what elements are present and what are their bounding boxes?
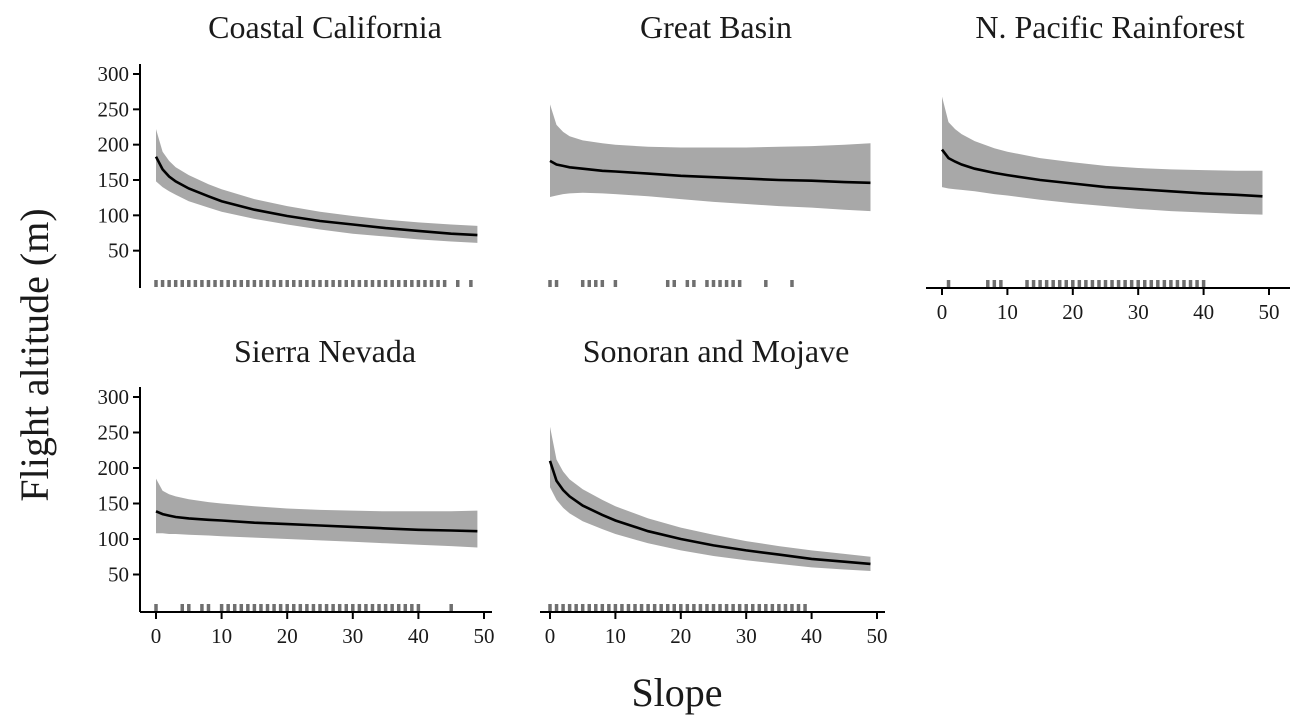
panel-2: Great Basin (548, 9, 871, 287)
x-tick-label: 20 (670, 624, 691, 648)
x-tick-label: 30 (1128, 300, 1149, 324)
y-tick-label: 150 (98, 168, 130, 192)
confidence-band (942, 96, 1263, 215)
y-tick-label: 300 (98, 385, 130, 409)
panel-title: Sierra Nevada (234, 333, 416, 369)
y-tick-label: 250 (98, 421, 130, 445)
fit-line (940, 148, 1263, 198)
x-tick-label: 0 (151, 624, 162, 648)
fit-line (549, 159, 871, 185)
x-tick-label: 30 (736, 624, 757, 648)
x-tick-label: 10 (211, 624, 232, 648)
y-tick-label: 50 (108, 239, 129, 263)
y-tick-label: 300 (98, 62, 130, 86)
confidence-band (550, 104, 871, 212)
x-tick-label: 20 (277, 624, 298, 648)
x-tick-label: 10 (605, 624, 626, 648)
y-tick-label: 150 (98, 492, 130, 516)
y-tick-label: 100 (98, 203, 130, 227)
x-axis-title: Slope (631, 670, 722, 715)
panel-1: Coastal California 50 100 150 200 250 300 (98, 9, 478, 288)
panel-4: Sierra Nevada 50 100 150 200 250 300 0 10 20 30 40 5… (98, 333, 495, 648)
fit-line (155, 510, 478, 533)
x-tick-label: 20 (1062, 300, 1083, 324)
confidence-band (156, 478, 478, 548)
confidence-band (156, 129, 478, 243)
panel-3: N. Pacific Rainforest 0 10 20 30 40 50 (926, 9, 1290, 324)
panel-title: Sonoran and Mojave (583, 333, 850, 369)
panel-title: Great Basin (640, 9, 792, 45)
x-tick-label: 40 (1193, 300, 1214, 324)
x-tick-label: 50 (867, 624, 888, 648)
x-tick-label: 30 (342, 624, 363, 648)
confidence-band (550, 426, 871, 571)
x-tick-label: 0 (545, 624, 556, 648)
x-tick-label: 40 (408, 624, 429, 648)
y-tick-label: 200 (98, 133, 130, 157)
panel-title: Coastal California (208, 9, 442, 45)
y-axis-title: Flight altitude (m) (12, 208, 57, 501)
x-tick-label: 50 (474, 624, 495, 648)
x-tick-label: 10 (997, 300, 1018, 324)
y-tick-label: 100 (98, 527, 130, 551)
y-tick-label: 200 (98, 456, 130, 480)
panel-5: Sonoran and Mojave 0 10 20 30 40 50 (540, 333, 888, 648)
x-tick-label: 40 (801, 624, 822, 648)
x-tick-label: 50 (1259, 300, 1280, 324)
fit-line (548, 460, 871, 566)
x-tick-label: 0 (937, 300, 948, 324)
chart-panels: Coastal California50100150200250300Great… (98, 9, 1290, 648)
y-tick-label: 50 (108, 563, 129, 587)
fit-line (154, 156, 478, 237)
panel-title: N. Pacific Rainforest (975, 9, 1244, 45)
y-tick-label: 250 (98, 97, 130, 121)
